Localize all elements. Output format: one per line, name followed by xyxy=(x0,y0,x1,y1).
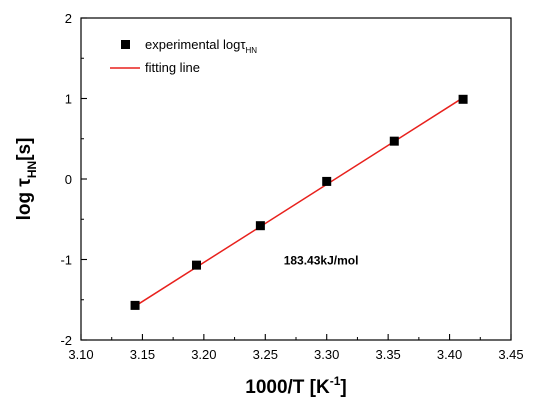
x-tick-label: 3.35 xyxy=(375,347,400,362)
y-tick-label: 2 xyxy=(65,11,72,26)
y-axis-title-subscript: HN xyxy=(25,161,39,178)
axis-tick-labels: 3.10 3.15 3.20 3.25 3.30 3.35 3.40 3.45 -2 -1 0 1 2 xyxy=(60,11,523,362)
legend-label-subscript: HN xyxy=(246,46,258,55)
x-axis-title-end: ] xyxy=(340,377,346,398)
x-tick-label: 3.45 xyxy=(498,347,523,362)
y-tick-label: 1 xyxy=(65,92,72,107)
x-tick-label: 3.20 xyxy=(191,347,216,362)
y-axis-title: log τHN[s] xyxy=(14,138,39,221)
x-tick-label: 3.10 xyxy=(68,347,93,362)
x-axis-title: 1000/T [K-1] xyxy=(245,374,346,398)
legend-label-experimental: experimental logτHN xyxy=(145,37,257,55)
points-layer xyxy=(130,94,468,310)
legend: experimental logτHN fitting line xyxy=(110,37,257,75)
fitting-line xyxy=(134,97,464,307)
y-tick-label: -1 xyxy=(60,253,72,268)
data-point xyxy=(389,136,399,146)
data-point xyxy=(191,260,201,270)
data-point xyxy=(322,176,332,186)
data-point xyxy=(130,300,140,310)
legend-label-fitting: fitting line xyxy=(145,60,200,75)
x-tick-label: 3.15 xyxy=(130,347,155,362)
legend-marker-square xyxy=(121,40,130,49)
y-tick-label: 0 xyxy=(65,172,72,187)
x-tick-label: 3.25 xyxy=(253,347,278,362)
data-point xyxy=(255,221,265,231)
data-point xyxy=(458,94,468,104)
fit-layer xyxy=(134,97,464,307)
axis-ticks xyxy=(80,17,512,341)
x-axis-title-superscript: -1 xyxy=(330,374,341,388)
x-tick-label: 3.40 xyxy=(437,347,462,362)
activation-energy-annotation: 183.43kJ/mol xyxy=(284,253,359,267)
y-axis-title-end: [s] xyxy=(14,138,35,161)
y-tick-label: -2 xyxy=(60,333,72,348)
x-tick-label: 3.30 xyxy=(314,347,339,362)
